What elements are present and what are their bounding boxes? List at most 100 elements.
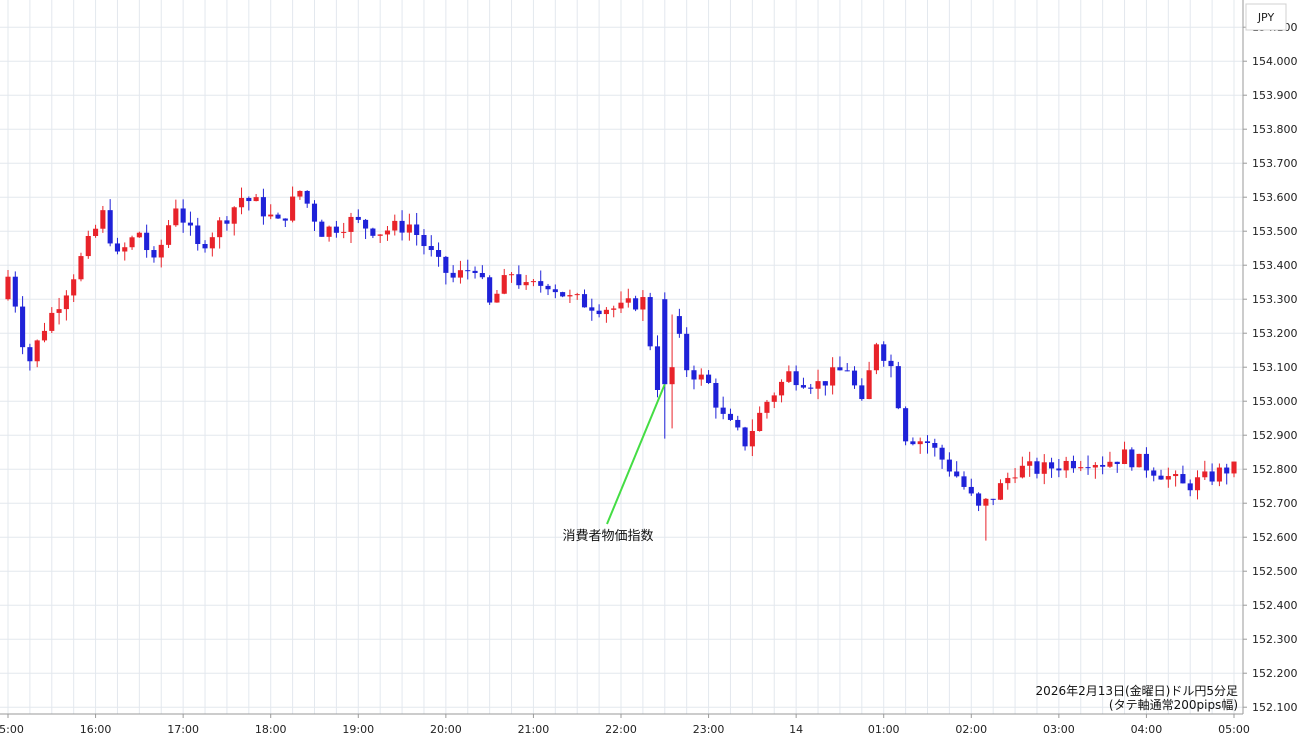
candle-body: [1187, 483, 1193, 491]
candle-body: [311, 203, 318, 222]
candle-body: [217, 220, 223, 238]
candle-body: [1136, 453, 1142, 468]
candle-body: [830, 367, 836, 386]
candle-body: [209, 237, 215, 249]
candle-body: [990, 498, 996, 500]
candle-body: [567, 295, 573, 297]
candle-body: [479, 273, 485, 278]
candle-body: [465, 270, 471, 272]
candle-body: [1143, 453, 1149, 471]
candle-body: [1034, 461, 1040, 474]
candle-body: [56, 309, 62, 313]
candle-body: [421, 234, 427, 247]
candle-body: [924, 441, 931, 444]
candle-body: [71, 279, 77, 296]
candle-body: [976, 493, 982, 506]
candle-body: [494, 293, 500, 303]
price-tick-label: 153.700: [1252, 157, 1298, 170]
price-tick-label: 153.800: [1252, 123, 1298, 136]
candle-body: [129, 237, 135, 248]
candle-body: [399, 220, 405, 233]
candle-body: [1129, 449, 1135, 468]
candle-body: [472, 270, 478, 274]
time-tick-label: 23:00: [693, 723, 725, 736]
price-tick-label: 152.500: [1252, 565, 1298, 578]
candle-body: [954, 471, 960, 477]
candle-body: [12, 276, 18, 307]
candle-body: [173, 208, 179, 226]
candle-body: [1085, 467, 1091, 469]
candle-body: [523, 282, 529, 286]
candle-body: [516, 274, 522, 286]
candle-body: [698, 374, 704, 380]
candle-body: [895, 366, 901, 409]
price-tick-label: 154.000: [1252, 55, 1298, 68]
candle-body: [881, 344, 887, 361]
candle-body: [414, 224, 420, 235]
candle-body: [333, 226, 339, 233]
candle-body: [910, 441, 916, 445]
candle-body: [246, 197, 252, 202]
time-tick-label: 01:00: [868, 723, 900, 736]
price-tick-label: 152.900: [1252, 429, 1298, 442]
candle-body: [1019, 465, 1025, 478]
candle-body: [538, 281, 544, 286]
candle-body: [888, 360, 894, 367]
price-tick-label: 153.100: [1252, 361, 1298, 374]
candle-body: [676, 316, 682, 334]
candle-body: [596, 310, 602, 315]
candle-body: [1202, 471, 1208, 478]
candle-body: [757, 412, 763, 432]
candle-body: [917, 441, 923, 445]
candle-body: [370, 228, 376, 236]
candle-body: [647, 297, 653, 347]
candle-body: [100, 210, 106, 229]
candle-body: [428, 246, 434, 251]
candle-body: [1049, 462, 1055, 469]
candle-body: [487, 277, 493, 303]
candle-body: [5, 276, 11, 300]
candle-body: [326, 226, 332, 237]
candle-body: [450, 272, 456, 278]
price-tick-label: 153.500: [1252, 225, 1298, 238]
price-tick-label: 153.200: [1252, 327, 1298, 340]
candle-body: [1078, 467, 1084, 469]
candle-body: [742, 427, 748, 447]
candle-body: [304, 190, 310, 204]
candle-body: [851, 370, 858, 386]
candle-body: [589, 307, 595, 311]
candle-body: [866, 370, 872, 400]
candle-body: [1216, 467, 1222, 482]
candle-body: [1070, 460, 1077, 469]
candle-body: [377, 234, 383, 236]
candle-body: [1165, 476, 1171, 480]
candle-body: [297, 190, 303, 197]
candle-body: [392, 220, 398, 231]
candle-body: [530, 281, 536, 283]
candle-body: [1224, 467, 1230, 474]
time-axis: 15:00 16:00 17:00 18:00 19:00 20:00 21:00 22:00…: [0, 714, 1250, 736]
time-tick-label: 17:00: [167, 723, 199, 736]
price-tick-label: 152.800: [1252, 463, 1298, 476]
candle-body: [231, 207, 237, 224]
candle-body: [1092, 464, 1098, 468]
candle-body: [961, 476, 967, 487]
annotation-label: 消費者物価指数: [562, 529, 653, 544]
candle-body: [41, 330, 48, 341]
candle-body: [625, 298, 631, 303]
candle-body: [144, 232, 150, 251]
candle-body: [786, 371, 792, 382]
candle-body: [983, 498, 989, 506]
candle-body: [713, 382, 719, 408]
candle-body: [903, 408, 909, 442]
candle-body: [238, 197, 245, 208]
time-tick-label: 02:00: [955, 723, 987, 736]
candle-body: [735, 419, 741, 428]
candle-body: [1121, 449, 1128, 465]
price-tick-label: 152.300: [1252, 633, 1298, 646]
candle-body: [800, 385, 806, 388]
annotation-pointer-line: [606, 383, 666, 525]
candle-body: [180, 208, 186, 223]
candle-body: [545, 285, 551, 290]
